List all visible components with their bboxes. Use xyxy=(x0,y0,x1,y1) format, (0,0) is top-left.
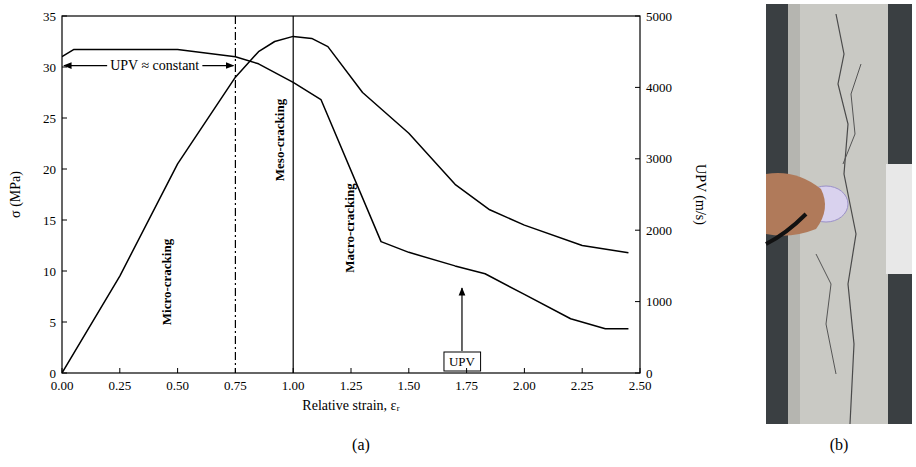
panel-label: (b) xyxy=(830,436,849,454)
crack xyxy=(816,254,836,374)
x-tick-label: 2.00 xyxy=(513,378,536,393)
region-line xyxy=(235,16,236,373)
y2-axis-title: UPV (m/s) xyxy=(692,164,708,225)
y2-tick xyxy=(635,301,640,302)
plot-frame xyxy=(62,16,640,373)
cable xyxy=(766,214,806,244)
crack xyxy=(843,64,861,164)
y2-tick xyxy=(635,16,640,17)
label-patch xyxy=(107,57,202,74)
x-tick-label: 0.75 xyxy=(224,378,247,393)
region-label: Macro-cracking xyxy=(342,183,357,273)
x-tick-label: 1.75 xyxy=(455,378,478,393)
y2-tick xyxy=(635,230,640,231)
x-tick xyxy=(119,368,120,373)
x-tick xyxy=(582,368,583,373)
figure: 0.000.250.500.751.001.251.501.752.002.25… xyxy=(0,0,916,467)
x-tick xyxy=(351,368,352,373)
photo xyxy=(766,4,912,424)
series-label: UPV xyxy=(449,354,476,369)
y-tick xyxy=(62,271,67,272)
annotation: UPV ≈ constant xyxy=(110,58,199,73)
x-tick-label: 0.25 xyxy=(108,378,131,393)
x-tick xyxy=(177,368,178,373)
y2-tick-label: 5000 xyxy=(646,9,672,24)
y-tick xyxy=(62,118,67,119)
y-tick-label: 30 xyxy=(43,60,56,75)
y-tick-label: 35 xyxy=(43,9,56,24)
x-tick-label: 1.50 xyxy=(397,378,420,393)
y-tick xyxy=(62,220,67,221)
region-label: Micro-cracking xyxy=(159,238,174,325)
x-tick xyxy=(408,368,409,373)
x-tick xyxy=(524,368,525,373)
y2-tick-label: 3000 xyxy=(646,151,672,166)
y-axis-title: σ (MPa) xyxy=(8,171,24,218)
y2-tick xyxy=(635,87,640,88)
y2-tick-label: 2000 xyxy=(646,223,672,238)
y-tick xyxy=(62,322,67,323)
y-tick-label: 5 xyxy=(50,315,57,330)
y2-tick-label: 0 xyxy=(646,366,653,381)
y-tick xyxy=(62,16,67,17)
y2-tick-label: 1000 xyxy=(646,294,672,309)
photo-background xyxy=(766,4,912,424)
series-group xyxy=(62,36,628,373)
label-box xyxy=(444,352,481,371)
x-tick-label: 1.00 xyxy=(282,378,305,393)
y-tick xyxy=(62,169,67,170)
y2-tick xyxy=(635,373,640,374)
y-tick-label: 20 xyxy=(43,162,56,177)
x-axis-title: Relative strain, εᵣ xyxy=(302,398,399,413)
x-tick-label: 0.50 xyxy=(166,378,189,393)
upv-line xyxy=(62,50,628,329)
region-line xyxy=(293,16,294,373)
y-tick-label: 0 xyxy=(50,366,57,381)
y2-tick-label: 4000 xyxy=(646,80,672,95)
label-arrow xyxy=(461,288,462,351)
x-tick-label: 2.25 xyxy=(571,378,594,393)
x-tick-label: 1.25 xyxy=(340,378,363,393)
x-tick xyxy=(640,368,641,373)
rig-plate xyxy=(886,164,912,274)
panel-label: (a) xyxy=(352,436,370,454)
y2-tick xyxy=(635,158,640,159)
y-tick-label: 25 xyxy=(43,111,56,126)
stress-line xyxy=(62,36,628,373)
y-tick-label: 10 xyxy=(43,264,56,279)
region-label: Meso-cracking xyxy=(272,98,287,181)
y-tick xyxy=(62,67,67,68)
y-tick-label: 15 xyxy=(43,213,56,228)
